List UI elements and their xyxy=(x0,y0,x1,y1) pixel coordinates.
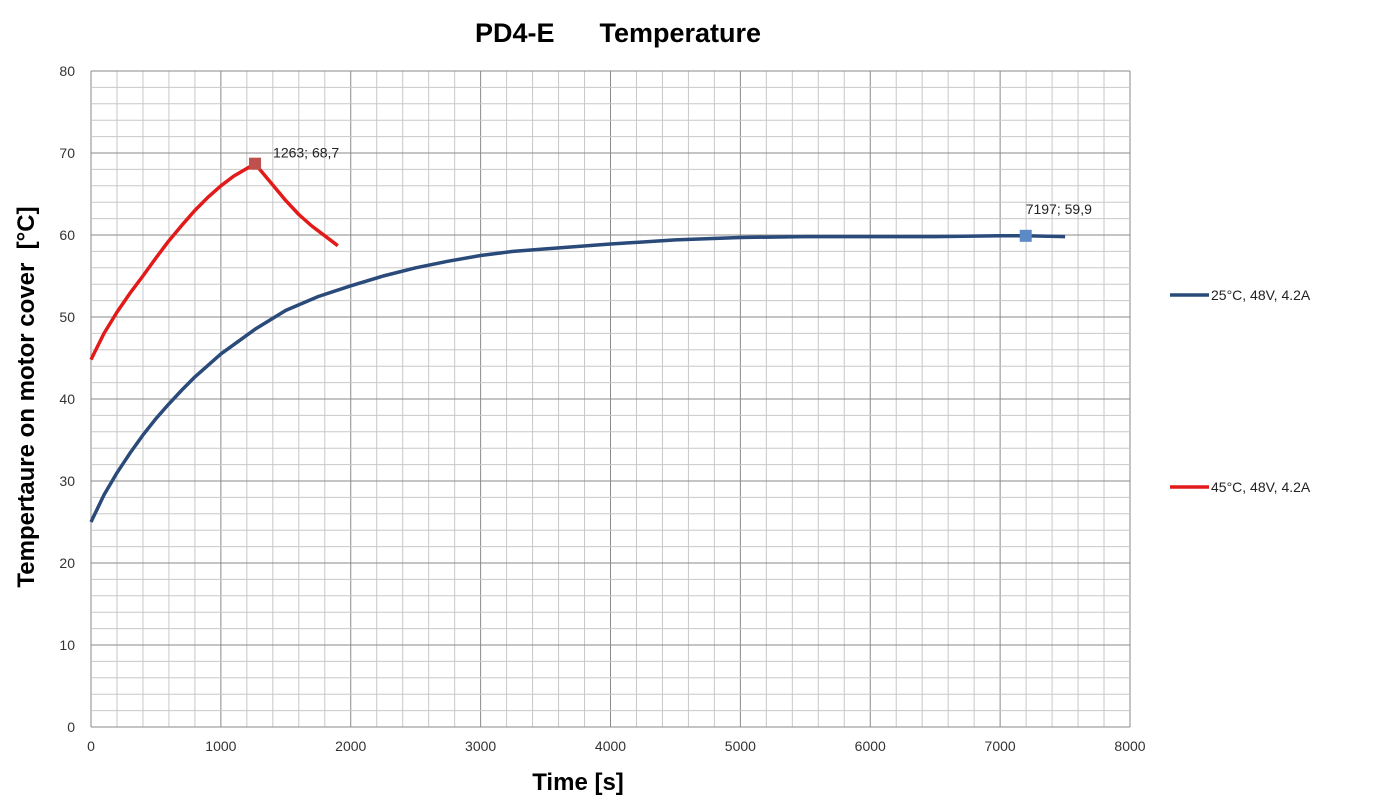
data-marker xyxy=(1019,229,1032,242)
legend: 25°C, 48V, 4.2A 45°C, 48V, 4.2A xyxy=(1170,287,1311,495)
tick-labels: 0 1000 2000 3000 4000 5000 6000 7000 8000 0 10 20 30… xyxy=(59,63,1145,754)
legend-label: 45°C, 48V, 4.2A xyxy=(1211,479,1311,495)
y-tick-label: 50 xyxy=(59,309,75,325)
series-lines xyxy=(89,161,1066,523)
x-tick-label: 8000 xyxy=(1114,738,1145,754)
series-line xyxy=(89,234,1066,523)
x-tick-label: 5000 xyxy=(725,738,756,754)
y-tick-label: 0 xyxy=(67,719,75,735)
data-label: 1263; 68,7 xyxy=(273,145,339,161)
y-tick-label: 20 xyxy=(59,555,75,571)
x-tick-label: 3000 xyxy=(465,738,496,754)
data-label: 7197; 59,9 xyxy=(1026,201,1092,217)
y-tick-label: 70 xyxy=(59,145,75,161)
grid xyxy=(90,70,1131,728)
x-tick-label: 2000 xyxy=(335,738,366,754)
x-tick-label: 6000 xyxy=(855,738,886,754)
y-tick-label: 60 xyxy=(59,227,75,243)
x-tick-label: 4000 xyxy=(595,738,626,754)
y-tick-label: 80 xyxy=(59,63,75,79)
y-tick-label: 10 xyxy=(59,637,75,653)
y-tick-label: 40 xyxy=(59,391,75,407)
x-axis-label: Time [s] xyxy=(532,769,624,796)
y-axis-label: Tempertaure on motor cover [°C] xyxy=(13,206,40,587)
chart-title: PD4-E Temperature xyxy=(475,18,761,48)
x-tick-label: 7000 xyxy=(985,738,1016,754)
y-tick-label: 30 xyxy=(59,473,75,489)
data-marker xyxy=(249,157,262,170)
series-line xyxy=(89,161,339,361)
x-tick-label: 1000 xyxy=(205,738,236,754)
x-tick-label: 0 xyxy=(87,738,95,754)
markers: 7197; 59,9 1263; 68,7 xyxy=(249,145,1092,242)
legend-label: 25°C, 48V, 4.2A xyxy=(1211,287,1311,303)
